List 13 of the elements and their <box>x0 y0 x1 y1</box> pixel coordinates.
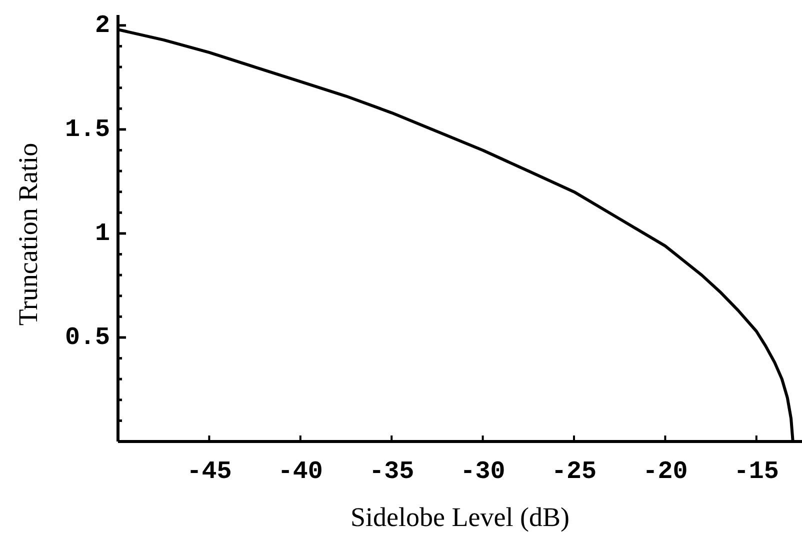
y-axis-title: Truncation Ratio <box>13 142 43 326</box>
x-tick-label: -40 <box>278 457 323 486</box>
x-tick-label: -20 <box>642 457 688 486</box>
x-tick-label: -30 <box>460 457 506 486</box>
x-tick-label: -35 <box>369 457 414 486</box>
y-tick-label: 0.5 <box>64 322 110 352</box>
y-tick-label: 1 <box>94 218 110 248</box>
y-tick-label: 1.5 <box>64 114 110 144</box>
x-tick-label: -25 <box>551 457 597 486</box>
x-tick-label: -45 <box>186 457 232 486</box>
x-tick-label: -15 <box>734 457 779 486</box>
x-axis-title: Sidelobe Level (dB) <box>350 502 570 532</box>
y-tick-label: 2 <box>94 10 110 40</box>
